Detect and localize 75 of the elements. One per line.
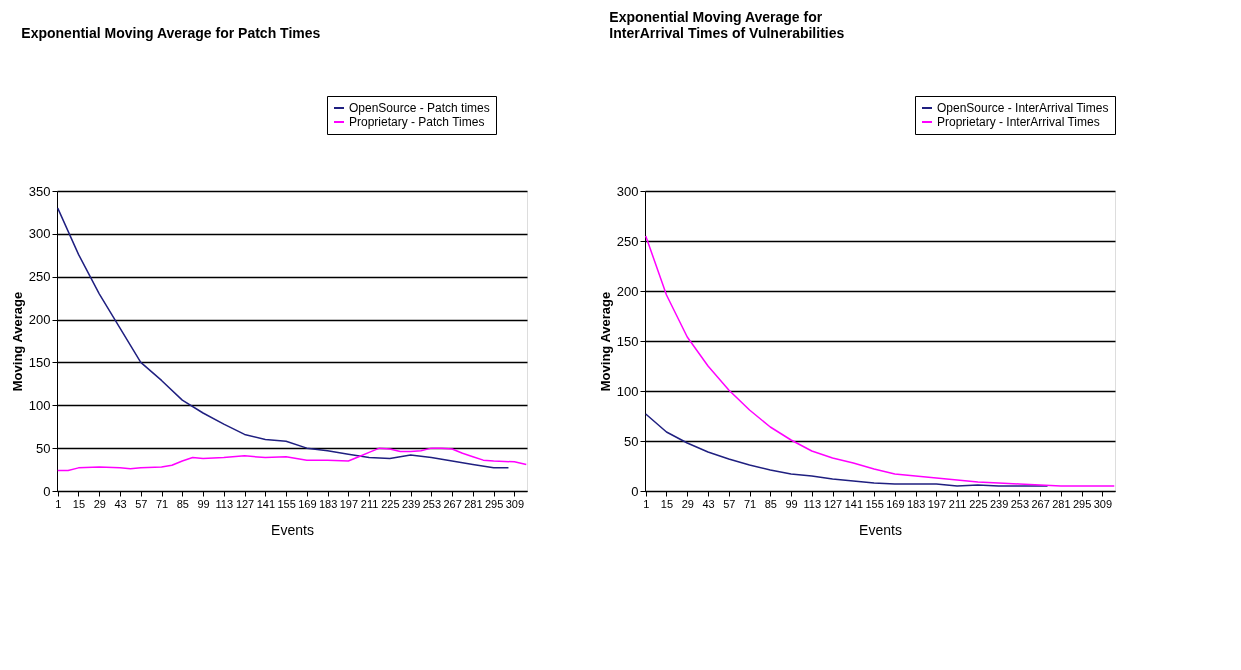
y-tick-label: 50 (624, 433, 639, 449)
x-tick-label: 57 (135, 497, 148, 510)
y-tick-label: 250 (616, 233, 639, 249)
x-tick-label: 211 (360, 497, 379, 510)
x-tick-label: 169 (298, 497, 317, 510)
x-tick-label: 71 (743, 497, 757, 510)
x-tick-label: 183 (318, 497, 338, 510)
y-tick-label: 150 (616, 333, 639, 349)
y-axis-title: Moving Average (597, 291, 613, 392)
x-tick-label: 253 (422, 497, 442, 510)
x-tick-label: 211 (948, 497, 967, 510)
y-tick-label: 200 (28, 312, 51, 328)
y-tick-label: 0 (43, 483, 51, 499)
y-tick-label: 50 (36, 440, 51, 456)
x-tick-label: 15 (72, 497, 86, 510)
legend-label: Proprietary - InterArrival Times (937, 115, 1100, 129)
x-tick-label: 253 (1010, 497, 1030, 510)
y-tick-label: 100 (616, 383, 639, 399)
x-tick-label: 113 (803, 497, 822, 510)
x-tick-label: 127 (823, 497, 843, 510)
x-tick-label: 197 (927, 497, 947, 510)
y-tick-label: 250 (28, 269, 51, 285)
x-axis-title: Events (859, 521, 902, 538)
x-tick-label: 155 (865, 497, 884, 510)
line-series (56, 207, 510, 469)
y-axis-title: Moving Average (9, 291, 25, 392)
x-tick-label: 85 (764, 497, 777, 510)
x-tick-label: 99 (197, 497, 210, 510)
x-tick-label: 57 (723, 497, 736, 510)
x-tick-label: 281 (1052, 497, 1071, 510)
legend-label: OpenSource - InterArrival Times (937, 101, 1109, 115)
x-tick-label: 295 (484, 497, 504, 510)
x-tick-label: 141 (256, 497, 275, 510)
x-tick-label: 183 (906, 497, 926, 510)
x-tick-label: 225 (969, 497, 988, 510)
x-tick-label: 155 (277, 497, 296, 510)
x-tick-label: 197 (339, 497, 359, 510)
chart-title: Exponential Moving Average for Patch Times (21, 24, 321, 41)
x-tick-label: 43 (702, 497, 715, 510)
x-tick-label: 29 (93, 497, 106, 510)
chart-title: Exponential Moving Average for InterArrival Times of Vulnerabilities (609, 8, 845, 41)
y-tick-label: 200 (616, 283, 639, 299)
x-tick-label: 29 (681, 497, 694, 510)
x-tick-label: 239 (401, 497, 421, 510)
x-tick-label: 281 (464, 497, 483, 510)
x-tick-label: 141 (844, 497, 863, 510)
x-tick-label: 239 (989, 497, 1009, 510)
x-tick-label: 295 (1072, 497, 1092, 510)
x-tick-label: 15 (660, 497, 674, 510)
line-series (644, 413, 1049, 487)
y-tick-label: 300 (28, 226, 51, 242)
x-tick-label: 1 (55, 497, 62, 510)
x-tick-label: 267 (1031, 497, 1050, 510)
line-series (644, 235, 1116, 487)
line-series (56, 447, 528, 472)
x-tick-label: 43 (114, 497, 127, 510)
x-tick-label: 267 (443, 497, 462, 510)
x-tick-label: 169 (886, 497, 905, 510)
y-tick-label: 0 (631, 483, 639, 499)
x-tick-label: 71 (155, 497, 169, 510)
legend-label: OpenSource - Patch times (349, 101, 490, 115)
x-tick-label: 1 (643, 497, 650, 510)
x-tick-label: 309 (1093, 497, 1113, 510)
legend-label: Proprietary - Patch Times (349, 115, 485, 129)
x-tick-label: 113 (215, 497, 234, 510)
y-tick-label: 150 (28, 354, 51, 370)
y-tick-label: 350 (28, 183, 51, 199)
x-tick-label: 127 (235, 497, 255, 510)
y-tick-label: 300 (616, 183, 639, 199)
x-tick-label: 309 (505, 497, 525, 510)
x-tick-label: 99 (785, 497, 798, 510)
x-tick-label: 225 (381, 497, 400, 510)
x-axis-title: Events (271, 521, 314, 538)
x-tick-label: 85 (176, 497, 189, 510)
y-tick-label: 100 (28, 397, 51, 413)
